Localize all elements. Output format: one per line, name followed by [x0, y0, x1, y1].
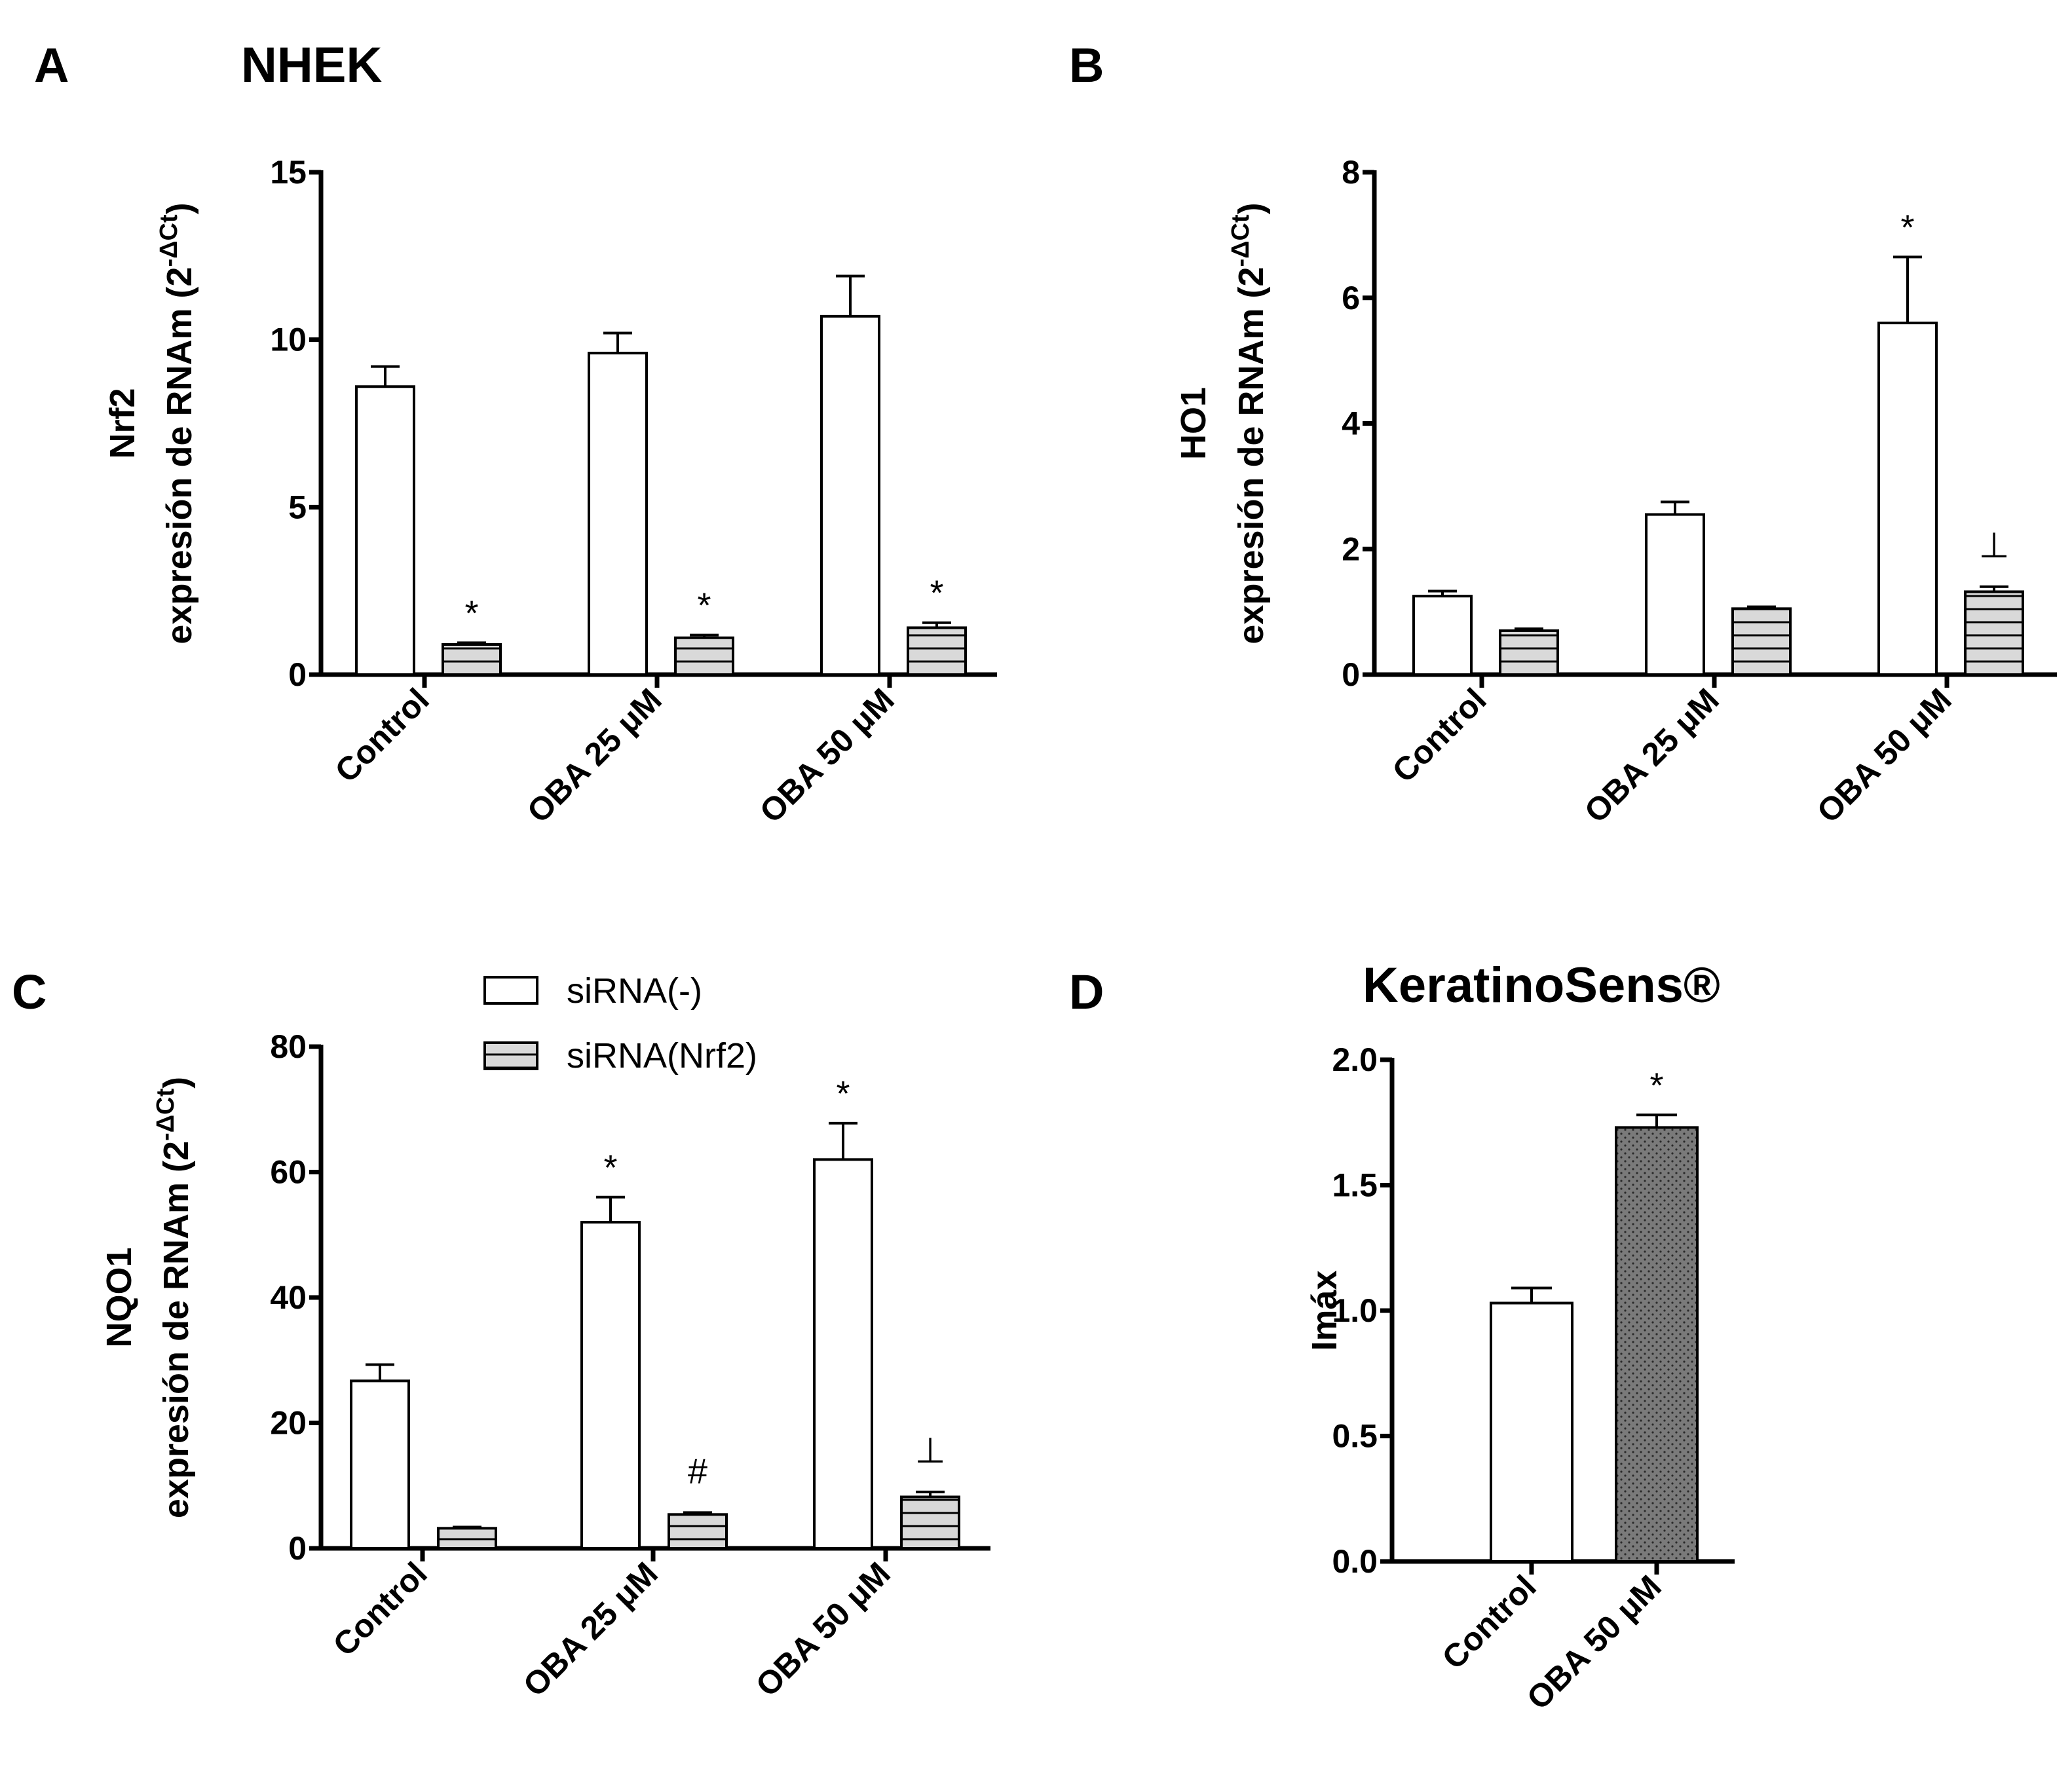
panel-letter-a: A — [34, 38, 69, 92]
bar-c-white-1 — [580, 1221, 641, 1550]
significance-marker: # — [688, 1451, 707, 1491]
y-tick-label: 1.5 — [1332, 1167, 1378, 1204]
y-tick-label: 0 — [288, 1530, 307, 1567]
y-tick-label: 8 — [1342, 154, 1360, 191]
y-tick-label: 4 — [1342, 405, 1360, 442]
x-category-label: OBA 25 μM — [1577, 681, 1726, 830]
x-category-label: Control — [1435, 1568, 1543, 1676]
legend: siRNA(-) siRNA(Nrf2) — [483, 971, 757, 1075]
panel-title-nhek: NHEK — [241, 37, 382, 93]
y-axis-title-expression: expresión de RNAm (2-ΔCt) — [152, 1077, 196, 1518]
x-category-label: Control — [326, 1555, 434, 1663]
panel-title-keratinosens: KeratinoSens® — [1363, 958, 1720, 1013]
y-axis-title-gene: Nrf2 — [103, 388, 142, 458]
x-category-label: Control — [328, 681, 436, 789]
panel-letter-c: C — [12, 965, 47, 1019]
bar-a-white-0 — [355, 385, 415, 677]
bar-c-white-0 — [350, 1379, 410, 1550]
x-category-label: OBA 50 μM — [749, 1555, 897, 1704]
significance-marker: * — [930, 574, 943, 613]
legend-swatch-sirna-neg — [483, 976, 538, 1005]
x-category-label: OBA 50 μM — [1810, 681, 1959, 830]
bar-a-white-1 — [588, 352, 648, 676]
y-tick-label: 40 — [270, 1279, 307, 1316]
panel-letter-b: B — [1069, 38, 1104, 92]
significance-marker: ⊥ — [1978, 526, 2009, 565]
bar-c-white-2 — [813, 1158, 873, 1550]
legend-label-sirna-nrf2: siRNA(Nrf2) — [567, 1036, 757, 1075]
y-axis-title-expression: expresión de RNAm (2-ΔCt) — [155, 202, 199, 644]
legend-swatch-sirna-nrf2 — [483, 1041, 538, 1070]
bar-d-white-0 — [1490, 1301, 1573, 1563]
y-tick-label: 10 — [270, 322, 307, 358]
bar-b-striped-1 — [1731, 607, 1792, 676]
bar-b-white-0 — [1412, 595, 1473, 676]
y-tick-label: 0.0 — [1332, 1543, 1378, 1580]
chart-panel-b: 0 2 4 6 8 HO1 expresión de RNAm (2-ΔCt) Control… — [1174, 154, 2057, 830]
x-category-label: OBA 25 μM — [520, 681, 669, 830]
x-category-label: OBA 50 μM — [753, 681, 901, 830]
significance-marker: * — [1900, 208, 1914, 247]
legend-label-sirna-neg: siRNA(-) — [567, 971, 702, 1011]
y-tick-label: 20 — [270, 1405, 307, 1442]
bar-a-striped-1 — [674, 636, 734, 677]
y-tick-label: 15 — [270, 154, 307, 191]
x-category-label: OBA 25 μM — [516, 1555, 665, 1704]
bar-a-white-2 — [820, 314, 880, 676]
bar-b-white-1 — [1645, 513, 1705, 676]
y-tick-label: 1.0 — [1332, 1292, 1378, 1329]
bar-a-striped-2 — [907, 626, 967, 676]
bar-b-striped-0 — [1499, 629, 1559, 677]
y-axis-title-gene: HO1 — [1174, 387, 1213, 460]
significance-marker: * — [836, 1074, 850, 1113]
chart-panel-a: 0 5 10 15 Nrf2 expresión de RNAm (2-ΔCt) Contr… — [103, 154, 997, 830]
y-tick-label: 60 — [270, 1154, 307, 1191]
significance-marker: ⊥ — [914, 1431, 945, 1470]
bar-c-striped-0 — [437, 1527, 497, 1550]
y-tick-label: 0.5 — [1332, 1418, 1378, 1455]
chart-panel-c: 0 20 40 60 80 NQO1 expresión de RNAm (2-ΔCt) Co… — [100, 1028, 990, 1704]
y-axis-title: Imáx — [1305, 1270, 1344, 1351]
bar-b-striped-2 — [1964, 590, 2024, 677]
significance-marker: * — [603, 1148, 617, 1187]
y-tick-label: 2.0 — [1332, 1041, 1378, 1078]
bar-b-white-2 — [1877, 322, 1938, 677]
bar-a-striped-0 — [442, 643, 502, 676]
y-tick-label: 5 — [288, 489, 307, 525]
significance-marker: * — [464, 593, 478, 633]
bar-c-striped-2 — [900, 1495, 960, 1550]
y-tick-label: 6 — [1342, 280, 1360, 316]
x-category-label: OBA 50 μM — [1520, 1568, 1668, 1717]
x-category-label: Control — [1385, 681, 1494, 789]
bar-d-dotted-1 — [1615, 1126, 1699, 1563]
significance-marker: * — [1649, 1066, 1663, 1105]
bar-c-striped-1 — [668, 1513, 728, 1550]
y-axis-title-gene: NQO1 — [100, 1247, 139, 1347]
y-tick-label: 0 — [288, 656, 307, 693]
y-tick-label: 80 — [270, 1028, 307, 1065]
y-axis-title-expression: expresión de RNAm (2-ΔCt) — [1227, 202, 1271, 644]
panel-letter-d: D — [1069, 965, 1104, 1019]
significance-marker: * — [697, 586, 711, 625]
y-tick-label: 0 — [1342, 656, 1360, 693]
y-tick-label: 2 — [1342, 531, 1360, 567]
